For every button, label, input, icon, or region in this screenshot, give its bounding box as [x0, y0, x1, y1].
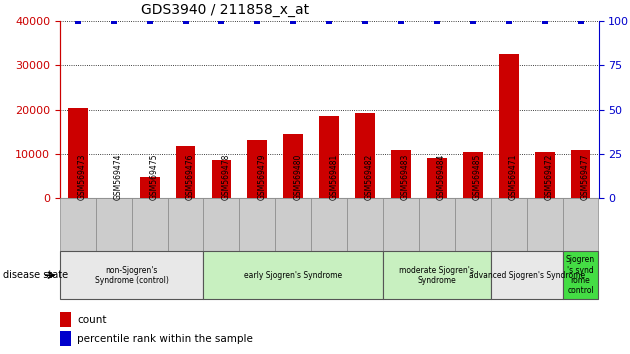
Bar — [463, 152, 483, 198]
Bar — [383, 198, 419, 251]
Text: GSM569471: GSM569471 — [509, 153, 518, 200]
Text: GSM569481: GSM569481 — [329, 154, 338, 200]
Bar — [383, 251, 491, 299]
Bar — [275, 198, 311, 251]
Bar — [284, 133, 303, 198]
Bar — [176, 146, 195, 198]
Text: non-Sjogren's
Syndrome (control): non-Sjogren's Syndrome (control) — [94, 266, 169, 285]
Text: advanced Sjogren's Syndrome: advanced Sjogren's Syndrome — [469, 271, 585, 280]
Bar — [60, 251, 203, 299]
Bar — [248, 140, 267, 198]
Text: GSM569484: GSM569484 — [437, 153, 446, 200]
Bar — [60, 331, 71, 346]
Text: GSM569478: GSM569478 — [222, 153, 231, 200]
Bar — [563, 251, 598, 299]
Text: GSM569472: GSM569472 — [544, 153, 554, 200]
Bar — [491, 198, 527, 251]
Text: GSM569475: GSM569475 — [150, 153, 159, 200]
Bar — [68, 108, 88, 198]
Bar — [427, 159, 447, 198]
Bar — [132, 198, 168, 251]
Text: Sjogren
's synd
rome
control: Sjogren 's synd rome control — [566, 255, 595, 295]
Text: early Sjogren's Syndrome: early Sjogren's Syndrome — [244, 271, 342, 280]
Text: GSM569477: GSM569477 — [581, 153, 590, 200]
Bar — [203, 198, 239, 251]
Text: GSM569473: GSM569473 — [78, 153, 87, 200]
Bar — [168, 198, 203, 251]
Bar — [419, 198, 455, 251]
Text: GDS3940 / 211858_x_at: GDS3940 / 211858_x_at — [140, 4, 309, 17]
Text: disease state: disease state — [3, 270, 68, 280]
Text: GSM569482: GSM569482 — [365, 154, 374, 200]
Bar — [499, 55, 518, 198]
Bar — [391, 149, 411, 198]
Bar — [239, 198, 275, 251]
Bar — [571, 149, 590, 198]
Text: GSM569479: GSM569479 — [258, 153, 266, 200]
Text: GSM569474: GSM569474 — [113, 153, 123, 200]
Text: GSM569485: GSM569485 — [472, 153, 482, 200]
Text: GSM569480: GSM569480 — [293, 153, 302, 200]
Bar — [319, 116, 339, 198]
Bar — [311, 198, 347, 251]
Text: GSM569483: GSM569483 — [401, 153, 410, 200]
Bar — [527, 198, 563, 251]
Bar — [347, 198, 383, 251]
Bar — [355, 113, 375, 198]
Text: GSM569476: GSM569476 — [185, 153, 195, 200]
Bar — [96, 198, 132, 251]
Bar — [563, 198, 598, 251]
Text: moderate Sjogren's
Syndrome: moderate Sjogren's Syndrome — [399, 266, 474, 285]
Bar — [140, 177, 159, 198]
Bar — [212, 160, 231, 198]
Bar — [60, 312, 71, 327]
Bar — [455, 198, 491, 251]
Bar — [491, 251, 563, 299]
Text: count: count — [77, 315, 107, 325]
Text: percentile rank within the sample: percentile rank within the sample — [77, 334, 253, 344]
Bar — [535, 152, 554, 198]
Bar — [60, 198, 96, 251]
Bar — [203, 251, 383, 299]
